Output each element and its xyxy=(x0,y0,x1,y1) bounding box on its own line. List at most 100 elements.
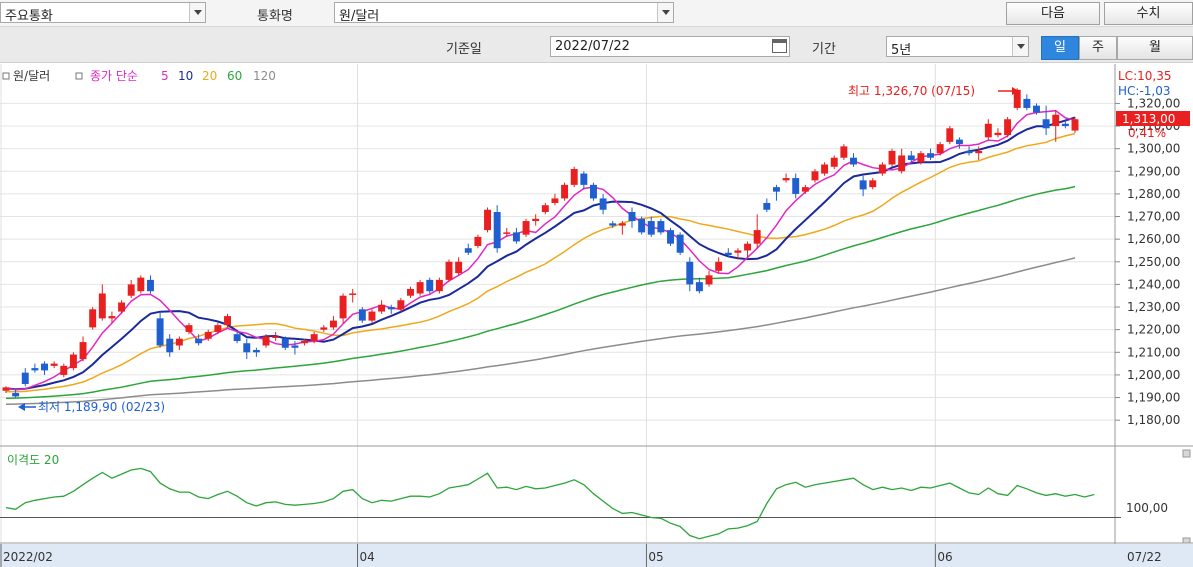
candle-body xyxy=(850,157,857,165)
candle-body xyxy=(686,261,694,285)
candle-body xyxy=(98,293,106,319)
main-currency-value: 주요통화 xyxy=(5,9,53,24)
candle-body xyxy=(31,368,39,371)
chevron-down-icon[interactable] xyxy=(189,3,205,22)
legend-ma10: 10 xyxy=(178,69,193,83)
main-currency-select[interactable]: 주요통화 xyxy=(0,2,206,24)
candle-body xyxy=(955,139,963,145)
legend-ma5: 5 xyxy=(161,69,169,83)
legend-square-icon xyxy=(2,72,10,80)
candle-body xyxy=(233,334,241,341)
candle-body xyxy=(1004,119,1012,136)
candle-body xyxy=(214,325,222,332)
tab-daily[interactable]: 일 xyxy=(1041,36,1079,60)
candle-body xyxy=(310,334,318,341)
candle-body xyxy=(984,123,992,138)
candle-body xyxy=(936,144,944,154)
base-date-field[interactable]: 2022/07/22 xyxy=(550,36,790,57)
y-tick-label: 1,220,00 xyxy=(1127,323,1180,337)
ma60-line xyxy=(5,185,1076,400)
price-chart[interactable]: 1,180,00 1,190,00 1,200,00 1,210,00 1,220,00… xyxy=(0,64,1193,567)
date-footer-label: 07/22 xyxy=(1127,550,1162,564)
candle-body xyxy=(580,173,588,185)
ma10-line xyxy=(5,116,1076,391)
period-select[interactable]: 5년 xyxy=(886,36,1029,58)
candle-body xyxy=(349,293,357,295)
candle-body xyxy=(291,345,299,348)
chevron-down-icon[interactable] xyxy=(1012,37,1028,56)
candle-body xyxy=(484,209,491,231)
candle-body xyxy=(50,363,58,366)
hc-label: HC:-1,03 xyxy=(1118,84,1171,98)
candle-body xyxy=(801,187,809,192)
ma5-line xyxy=(5,109,1076,391)
legend-ma20: 20 xyxy=(202,69,217,83)
candle-body xyxy=(830,157,838,167)
panel-resize-handle[interactable] xyxy=(1182,537,1191,544)
legend-ma120: 120 xyxy=(253,69,276,83)
candle-body xyxy=(628,212,636,222)
candle-body xyxy=(551,198,559,203)
y-tick-label: 1,240,00 xyxy=(1127,277,1180,291)
candle-body xyxy=(146,279,154,292)
candle-body xyxy=(532,218,540,222)
y-tick-label: 1,180,00 xyxy=(1127,413,1180,427)
candle-body xyxy=(888,150,896,165)
legend-square-icon xyxy=(75,72,83,80)
candle-body xyxy=(397,300,405,310)
candle-body xyxy=(281,338,289,348)
candle-body xyxy=(811,171,819,181)
tab-weekly[interactable]: 주 xyxy=(1079,36,1117,60)
y-tick-label: 1,210,00 xyxy=(1127,345,1180,359)
candle-body xyxy=(705,275,713,285)
candle-body xyxy=(252,350,260,353)
chevron-down-icon[interactable] xyxy=(657,3,673,22)
candle-body xyxy=(455,261,463,274)
x-tick-label: 2022/02 xyxy=(3,550,53,564)
candle-body xyxy=(917,153,925,163)
high-annotation: 최고 1,326,70 (07/15) xyxy=(848,84,975,98)
calendar-icon[interactable] xyxy=(772,39,787,53)
candle-body xyxy=(339,295,347,319)
currency-name-select[interactable]: 원/달러 xyxy=(334,2,674,24)
y-tick-label: 1,300,00 xyxy=(1127,142,1180,156)
candle-body xyxy=(21,372,29,384)
candle-body xyxy=(676,234,684,253)
candle-body xyxy=(474,236,482,246)
candles xyxy=(2,88,1079,398)
y-tick-label: 1,230,00 xyxy=(1127,300,1180,314)
disparity-baseline-label: 100,00 xyxy=(1126,501,1168,515)
currency-name-value: 원/달러 xyxy=(339,9,380,24)
legend-ma-label: 종가 단순 xyxy=(90,69,138,83)
period-value: 5년 xyxy=(891,43,912,58)
candle-body xyxy=(41,363,48,371)
candle-body xyxy=(570,169,578,185)
candle-body xyxy=(840,146,848,158)
values-button[interactable]: 수치 xyxy=(1104,2,1193,25)
candle-body xyxy=(320,327,328,330)
legend-series-name: 원/달러 xyxy=(13,69,50,83)
candle-body xyxy=(994,132,1002,136)
candle-body xyxy=(1033,105,1040,113)
moving-averages xyxy=(5,109,1076,405)
candle-body xyxy=(175,338,183,346)
panel-settings-icon[interactable] xyxy=(1182,449,1191,458)
tab-monthly[interactable]: 월 xyxy=(1117,36,1193,60)
candle-body xyxy=(69,354,77,369)
candle-body xyxy=(541,205,549,213)
next-button[interactable]: 다음 xyxy=(1006,2,1100,25)
candle-body xyxy=(204,331,212,339)
y-tick-label: 1,280,00 xyxy=(1127,187,1180,201)
x-tick-label: 06 xyxy=(937,550,952,564)
candle-body xyxy=(137,277,145,292)
candle-body xyxy=(368,311,376,321)
candle-body xyxy=(927,153,935,158)
y-tick-label: 1,260,00 xyxy=(1127,232,1180,246)
candle-body xyxy=(435,279,443,292)
change-percent: 0,41% xyxy=(1128,126,1166,140)
disparity-line xyxy=(5,467,1095,540)
candle-body xyxy=(1071,119,1079,131)
candle-body xyxy=(118,302,126,312)
chart-background xyxy=(0,64,1193,567)
candle-body xyxy=(12,393,20,397)
